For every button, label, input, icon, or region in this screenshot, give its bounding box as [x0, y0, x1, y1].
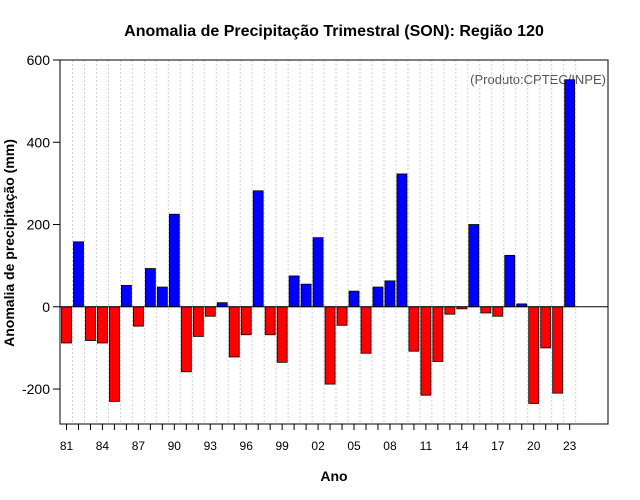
- bar-1996: [240, 306, 252, 336]
- y-tick-label: 400: [27, 134, 51, 150]
- x-tick-label: 02: [311, 439, 325, 453]
- x-tick-label: 23: [563, 439, 577, 453]
- bar-1997: [252, 190, 264, 308]
- bar-2020: [528, 306, 540, 404]
- bar-1984: [97, 306, 108, 344]
- x-tick-label: 99: [275, 439, 289, 453]
- bar-1982: [73, 241, 84, 308]
- y-tick-label: 600: [27, 52, 51, 68]
- x-tick-label: 17: [491, 439, 505, 453]
- bar-1981: [61, 306, 72, 344]
- y-tick-label: 0: [42, 299, 50, 315]
- bar-2011: [420, 306, 432, 396]
- bar-1990: [168, 213, 180, 308]
- x-tick-label: 11: [420, 439, 433, 453]
- bar-1998: [264, 306, 276, 336]
- y-axis-title: Anomalia de precipitação (mm): [1, 139, 17, 347]
- bars: [61, 79, 576, 404]
- bar-2000: [288, 275, 300, 308]
- credit-label: (Produto:CPTEC/INPE): [470, 72, 606, 87]
- bar-2007: [372, 286, 384, 308]
- x-tick-label: 87: [132, 439, 146, 453]
- bar-2006: [360, 306, 372, 354]
- bar-2015: [468, 224, 480, 308]
- bar-1995: [228, 306, 240, 358]
- x-tick-label: 08: [383, 439, 397, 453]
- bar-2010: [408, 306, 420, 352]
- bar-2018: [504, 254, 516, 308]
- x-tick-label: 90: [168, 439, 182, 453]
- x-tick-label: 05: [347, 439, 361, 453]
- bar-2004: [336, 306, 348, 326]
- bar-2002: [312, 237, 324, 308]
- x-tick-label: 93: [204, 439, 218, 453]
- bar-1985: [109, 306, 120, 402]
- chart-title: Anomalia de Precipitação Trimestral (SON…: [124, 23, 544, 40]
- bar-2023: [564, 79, 576, 308]
- y-tick-label: 200: [27, 217, 51, 233]
- bar-2003: [324, 306, 336, 385]
- bar-2012: [432, 306, 444, 362]
- bar-2008: [384, 280, 396, 308]
- x-tick-label: 20: [527, 439, 541, 453]
- x-tick-label: 96: [240, 439, 254, 453]
- bar-2009: [396, 173, 408, 308]
- x-tick-label: 84: [96, 439, 110, 453]
- x-axis-title: Ano: [320, 468, 347, 484]
- bar-1987: [132, 306, 144, 327]
- bar-2005: [348, 290, 360, 308]
- bar-2021: [540, 306, 552, 349]
- bar-2001: [300, 283, 312, 308]
- grid-lines: [71, 60, 577, 424]
- bar-1983: [85, 306, 96, 341]
- bar-1992: [192, 306, 204, 337]
- bar-1986: [121, 284, 132, 308]
- bar-2013: [444, 306, 456, 315]
- bar-1999: [276, 306, 288, 363]
- bar-1993: [204, 306, 216, 317]
- plot-frame: [59, 59, 609, 425]
- bar-2016: [480, 306, 492, 314]
- bar-2022: [552, 306, 564, 394]
- x-tick-label: 14: [455, 439, 469, 453]
- bar-1988: [144, 268, 156, 308]
- bar-1989: [156, 286, 168, 308]
- y-tick-label: -200: [22, 381, 50, 397]
- bar-1994: [216, 302, 228, 308]
- bar-2017: [492, 306, 504, 317]
- x-tick-label: 81: [60, 439, 74, 453]
- axes: -200 0 200 400 600 81 84 87 90 93 96 99 02 05 08 11 14 17…: [22, 52, 609, 453]
- bar-1991: [180, 306, 192, 373]
